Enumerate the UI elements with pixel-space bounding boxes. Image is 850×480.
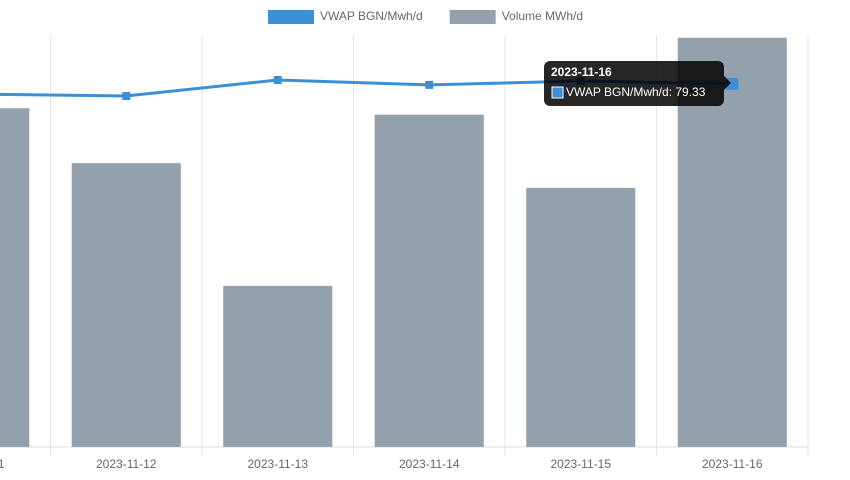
tooltip-swatch (551, 86, 564, 99)
tooltip-box (544, 61, 724, 106)
x-tick-label: 2023-11-11 (0, 457, 5, 471)
legend-label: Volume MWh/d (502, 9, 583, 23)
point (425, 80, 434, 89)
tooltip-title: 2023-11-16 (551, 65, 612, 79)
point (726, 77, 739, 90)
x-tick-label: 2023-11-16 (702, 457, 763, 471)
point (122, 91, 131, 100)
bar (374, 114, 484, 448)
tooltip-caret (724, 76, 731, 90)
legend-swatch (268, 10, 314, 24)
x-tick-label: 2023-11-12 (96, 457, 157, 471)
legend-swatch (449, 10, 496, 24)
tooltip: 2023-11-16 VWAP BGN/Mwh/d: 79.33 (544, 61, 731, 106)
x-tick-label: 2023-11-13 (248, 457, 309, 471)
bar (0, 108, 30, 447)
point (273, 75, 282, 84)
tooltip-label: VWAP BGN/Mwh/d: 79.33 (566, 85, 706, 99)
x-tick-label: 2023-11-14 (399, 457, 460, 471)
bar (71, 163, 181, 447)
x-tick-label: 2023-11-15 (551, 457, 612, 471)
legend-label: VWAP BGN/Mwh/d (320, 9, 423, 23)
bar (526, 187, 636, 448)
bar (223, 285, 333, 447)
